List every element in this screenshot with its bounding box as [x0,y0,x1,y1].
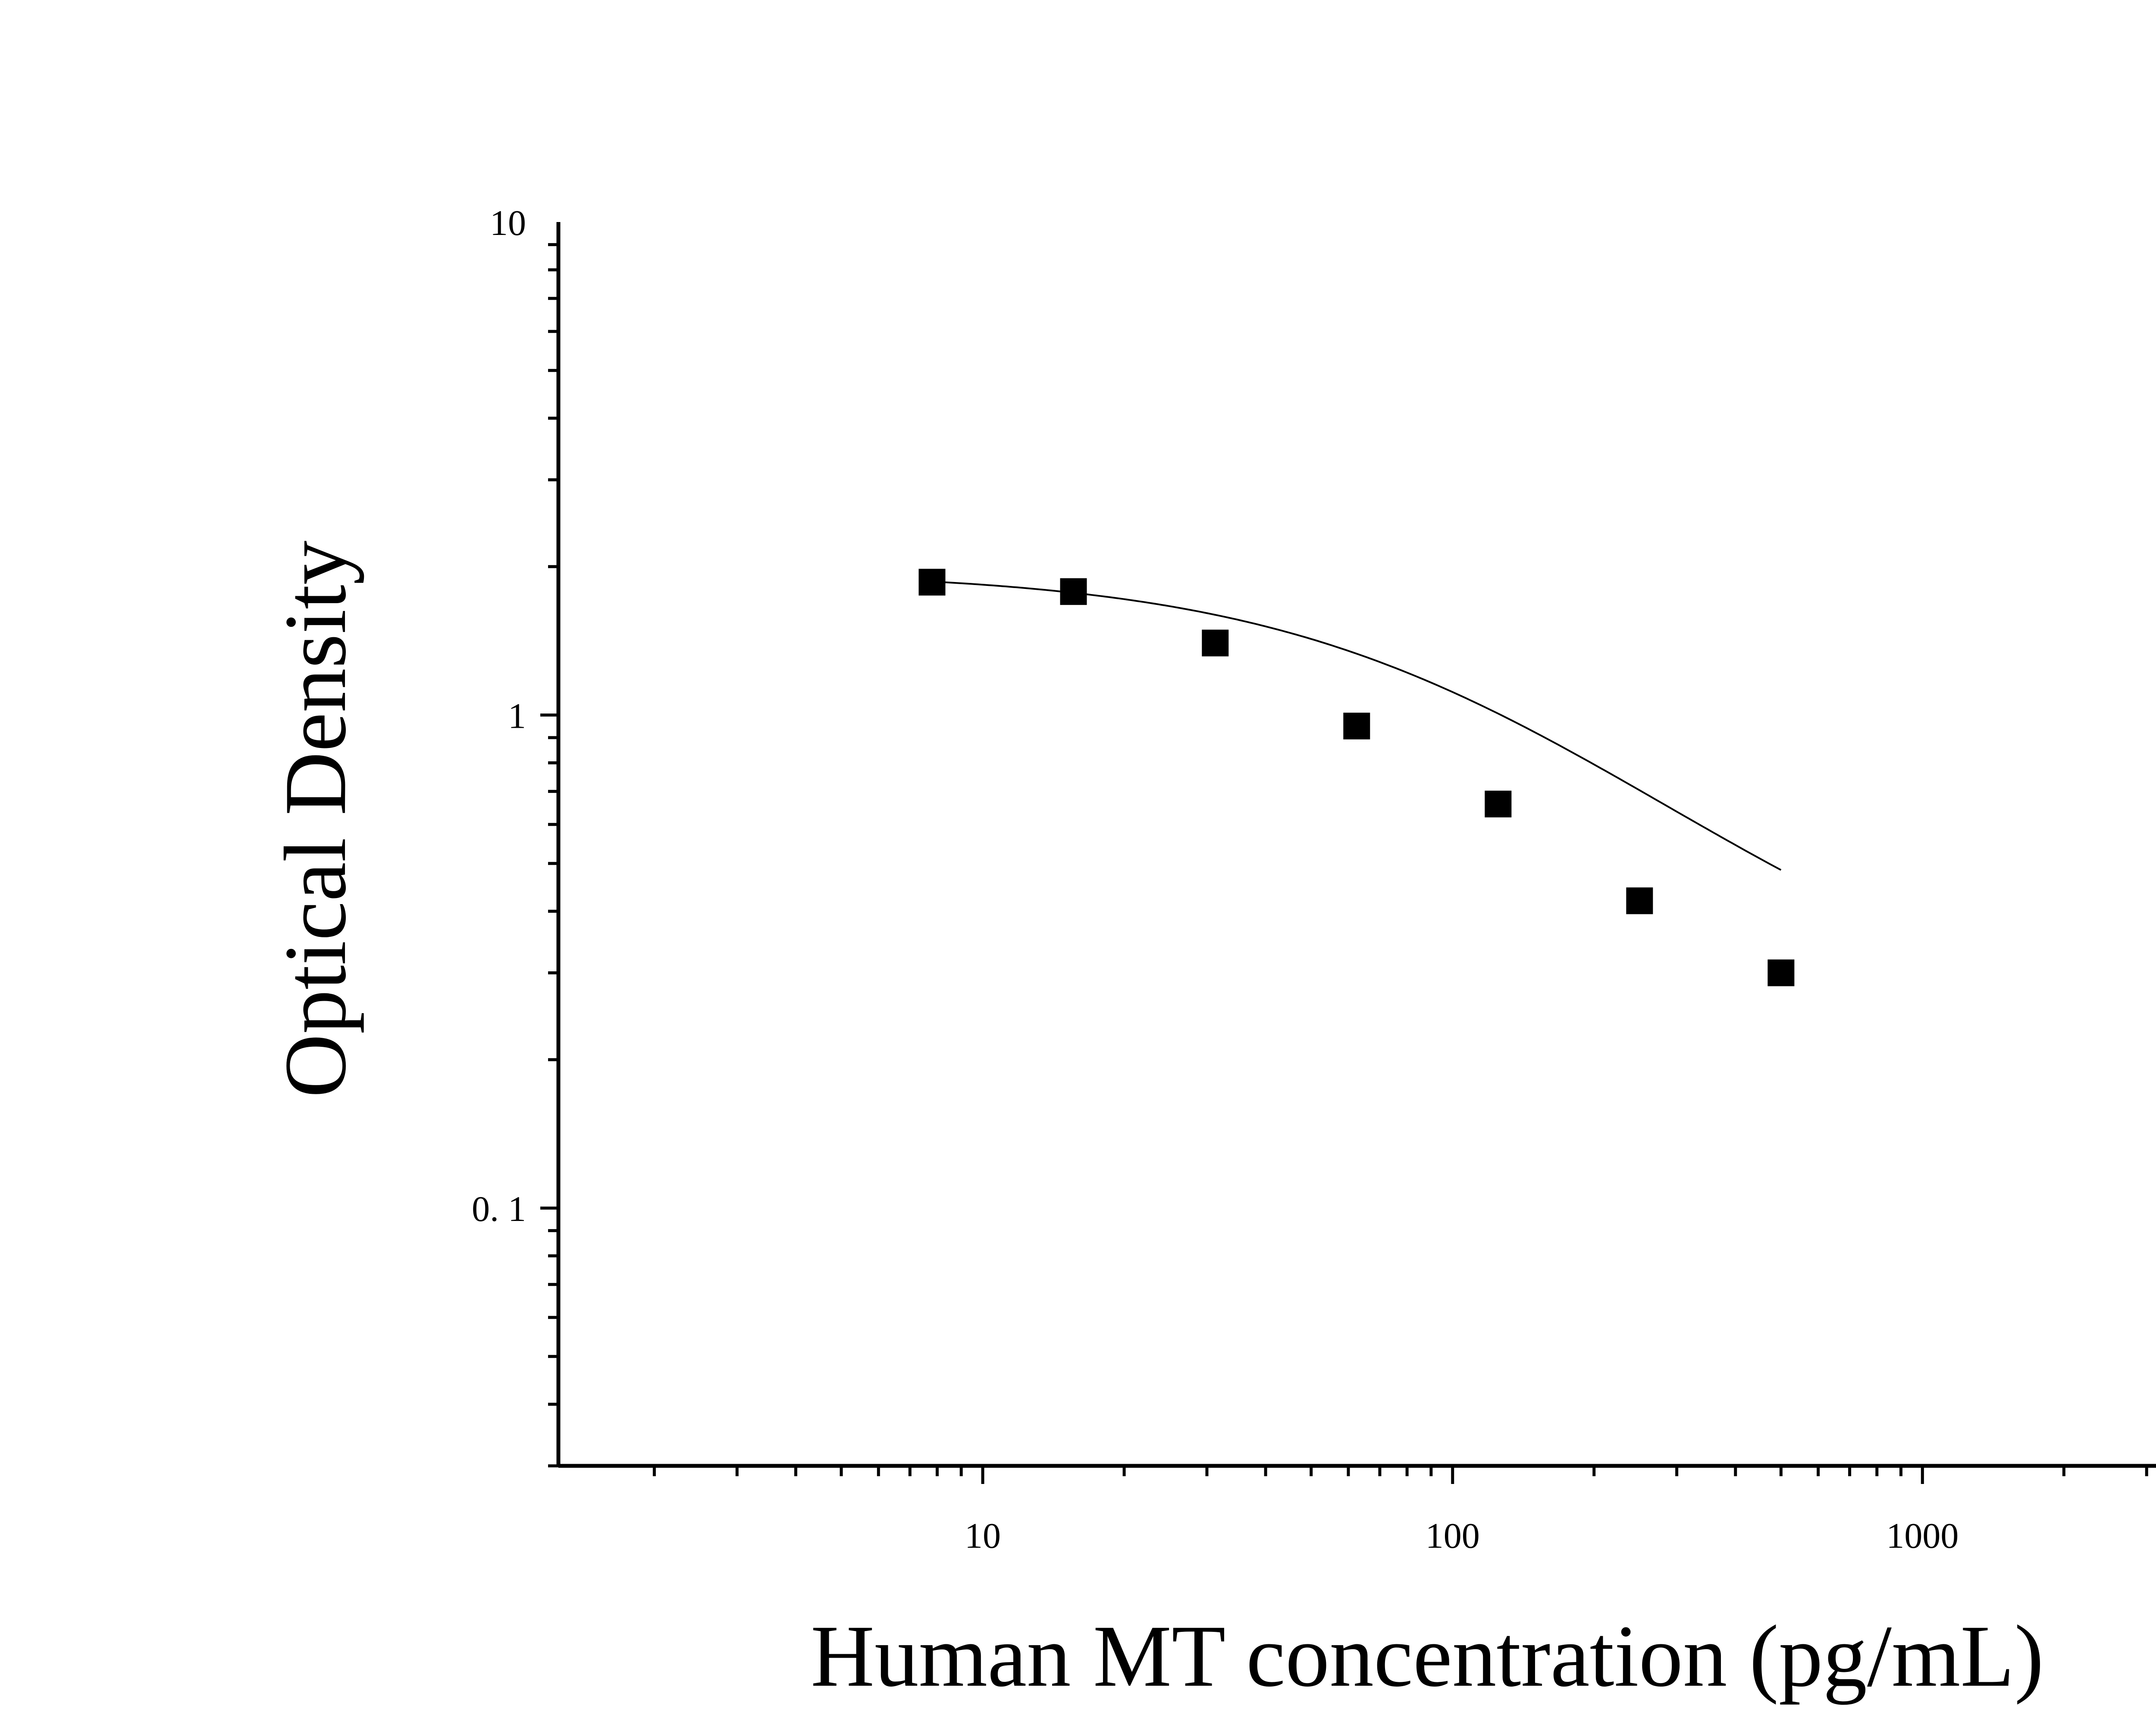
y-tick-label: 10 [490,203,526,243]
x-axis-ticks: 10 100 1000 [652,1466,2148,1556]
data-point [1060,578,1087,605]
axes [556,222,2156,1468]
data-point [1343,713,1370,740]
y-tick-label: 0. 1 [472,1189,526,1229]
x-tick-label: 100 [1426,1516,1480,1556]
x-tick-label: 1000 [1886,1516,1959,1556]
x-axis-title: Human MT concentration (pg/mL) [811,1607,2044,1705]
y-axis-ticks: 0. 1 1 10 [472,203,558,1468]
data-points [918,569,1795,986]
data-point [1485,790,1512,817]
data-point [1626,887,1653,914]
y-axis-title: Optical Density [266,541,364,1098]
x-tick-label: 10 [965,1516,1001,1556]
data-point [1202,629,1229,657]
y-tick-label: 1 [508,696,526,736]
data-point [918,569,946,596]
data-point [1767,959,1795,986]
